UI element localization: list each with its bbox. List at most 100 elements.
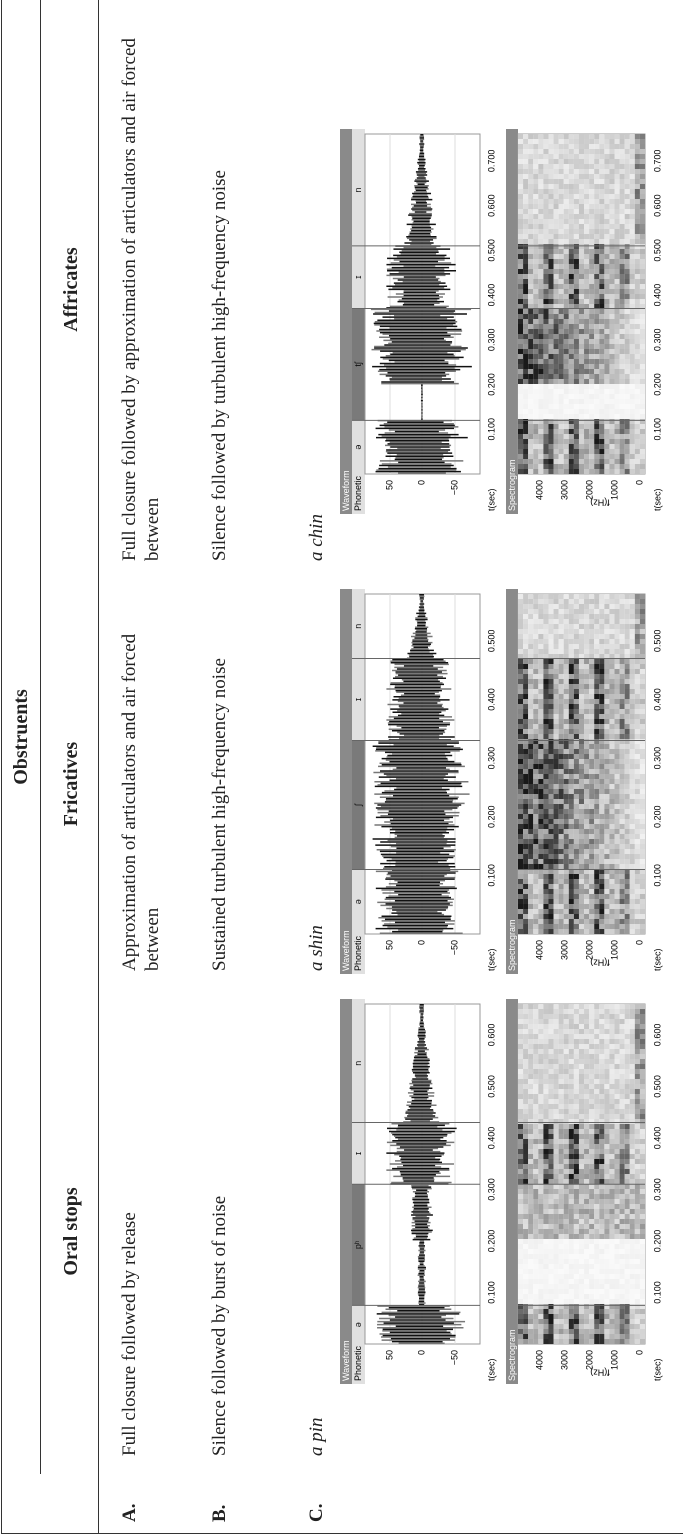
spectrogram-cell <box>604 1144 610 1149</box>
spectrogram-cell <box>538 1234 544 1239</box>
spectrogram-cell <box>553 374 559 379</box>
spectrogram-cell <box>624 804 630 809</box>
spectrogram-cell <box>609 459 615 464</box>
spectrogram-cell <box>614 1144 620 1149</box>
spectrogram-cell <box>614 424 620 429</box>
spectrogram-cell <box>589 914 595 919</box>
spectrogram-cell <box>639 449 646 454</box>
spectrogram-cell <box>629 684 635 689</box>
spectrogram-cell <box>609 1284 615 1289</box>
spectrogram-cell <box>639 469 646 474</box>
spectrogram-cell <box>528 1214 534 1219</box>
spectrogram-cell <box>629 904 635 909</box>
spectrogram-cell <box>639 884 646 889</box>
spectrogram-cell <box>523 429 529 434</box>
spectrogram-cell <box>589 1229 595 1234</box>
spectrogram-cell <box>533 749 539 754</box>
spectrogram-cell <box>563 1099 569 1104</box>
spectrogram-cell <box>518 1149 524 1154</box>
spectrogram-cell <box>523 349 529 354</box>
spectrogram-cell <box>639 359 646 364</box>
spectrogram-cell <box>594 1164 600 1169</box>
spectrogram-cell <box>528 594 534 599</box>
spectrogram-cell <box>528 1044 534 1049</box>
spectrogram-cell <box>578 1269 585 1274</box>
spectrogram-cell <box>584 699 590 704</box>
spectrogram-cell <box>548 809 554 814</box>
spectrogram-cell <box>533 814 539 819</box>
spectrogram-cell <box>553 449 559 454</box>
spectrogram-cell <box>543 674 549 679</box>
spectrogram-cell <box>619 1339 625 1344</box>
spectrogram-cell <box>639 1304 646 1309</box>
spectrogram-cell <box>604 689 610 694</box>
spectrogram-cell <box>639 844 646 849</box>
spectrogram-cell <box>594 654 600 659</box>
time-label: t(sec) <box>486 1358 496 1381</box>
spectrogram-cell <box>614 344 620 349</box>
spectrogram-cell <box>573 714 579 719</box>
spectrogram-cell <box>629 1074 635 1079</box>
spectrogram-cell <box>568 799 574 804</box>
spectrogram-cell <box>538 389 544 394</box>
spectrogram-cell <box>573 1339 579 1344</box>
spectrogram-cell <box>568 324 574 329</box>
spectrogram-cell <box>594 414 600 419</box>
spectrogram-cell <box>538 1279 544 1284</box>
spectrogram-cell <box>538 1159 544 1164</box>
spectrogram-cell <box>568 1259 574 1264</box>
spectrogram-cell <box>634 1044 640 1049</box>
spectrogram-cell <box>578 1289 585 1294</box>
spectrogram-cell <box>589 604 595 609</box>
spectrogram-cell <box>553 689 559 694</box>
spectrogram-cell <box>568 1299 574 1304</box>
spectrogram-cell <box>639 1184 646 1189</box>
spectrogram-cell <box>563 334 569 339</box>
spectrogram-cell <box>578 884 585 889</box>
spectrogram-cell <box>614 1104 620 1109</box>
spectrogram-cell <box>578 344 585 349</box>
spectrogram-cell <box>624 1309 630 1314</box>
spectrogram-cell <box>528 734 534 739</box>
spectrogram-cell <box>523 1284 529 1289</box>
spectrogram-cell <box>599 849 605 854</box>
spectrogram-cell <box>594 1259 600 1264</box>
spectrogram-cell <box>604 634 610 639</box>
spectrogram-cell <box>584 684 590 689</box>
spectrogram-cell <box>548 1004 554 1009</box>
spectrogram-cell <box>543 1049 549 1054</box>
spectrogram-cell <box>594 864 600 869</box>
spectrogram-cell <box>548 899 554 904</box>
spectrogram-cell <box>553 1134 559 1139</box>
spectrogram-cell <box>629 764 635 769</box>
spectrogram-cell <box>589 654 595 659</box>
spectrogram-cell <box>578 664 585 669</box>
spectrogram-cell <box>599 1069 605 1074</box>
spectrogram-cell <box>558 759 564 764</box>
spectrogram-cell <box>629 404 635 409</box>
spectrogram-cell <box>573 664 579 669</box>
spectrogram-cell <box>568 739 574 744</box>
spectrogram-cell <box>558 1029 564 1034</box>
spectrogram-cell <box>543 694 549 699</box>
spectrogram-cell <box>578 744 585 749</box>
spectrogram-cell <box>543 869 549 874</box>
spectrogram-cell <box>639 729 646 734</box>
spectrogram-cell <box>609 1239 615 1244</box>
spectrogram-cell <box>599 644 605 649</box>
spectrogram-cell <box>523 814 529 819</box>
spectrogram-cell <box>538 1084 544 1089</box>
spectrogram-cell <box>543 884 549 889</box>
spectrogram-cell <box>589 1269 595 1274</box>
spectrogram-cell <box>614 1309 620 1314</box>
cell: a shin <box>306 925 327 971</box>
spectrogram-cell <box>578 734 585 739</box>
spectrogram-cell <box>568 1269 574 1274</box>
spectrogram-cell <box>523 719 529 724</box>
spectrogram-cell <box>523 724 529 729</box>
spectrogram-cell <box>639 829 646 834</box>
spectrogram-cell <box>558 704 564 709</box>
spectrogram-cell <box>518 664 524 669</box>
spectrogram-cell <box>568 649 574 654</box>
spectrogram-cell <box>578 324 585 329</box>
